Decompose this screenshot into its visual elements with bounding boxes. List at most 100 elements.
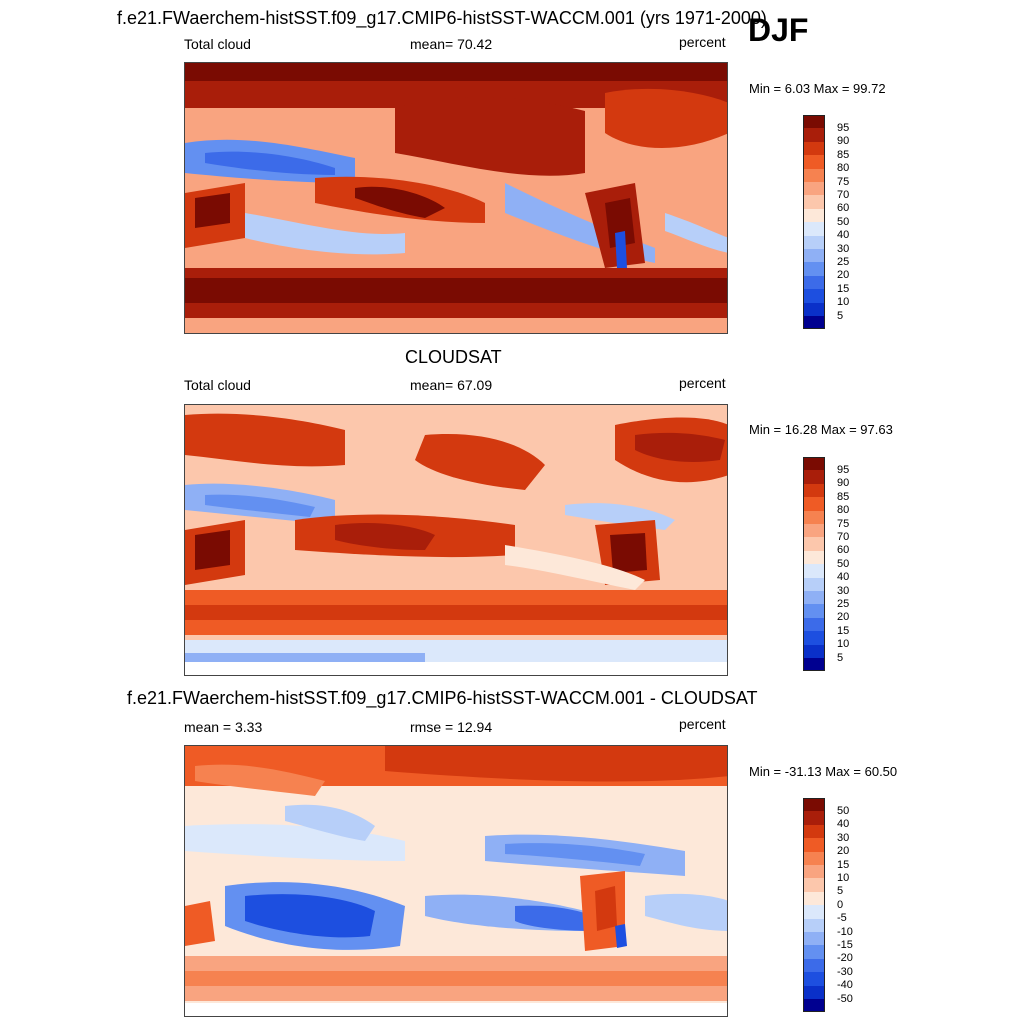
colorbar-frame [803,798,825,1013]
colorbar-tick-label: -15 [837,938,853,951]
colorbar-tick-label: 20 [837,845,850,858]
colorbar-box [803,168,825,182]
colorbar-tick-label: -50 [837,992,853,1005]
colorbar-box [803,811,825,825]
colorbar-box [803,128,825,142]
panel-3-map-field [185,746,727,1016]
colorbar-box [803,851,825,865]
colorbar-tick-label: 80 [837,162,850,175]
colorbar-box [803,195,825,209]
colorbar-tick-label: -5 [837,912,847,925]
colorbar-tick-label: 10 [837,871,850,884]
colorbar-box [803,644,825,658]
colorbar-box [803,141,825,156]
colorbar-box [803,222,825,236]
colorbar-tick-label: 95 [837,121,850,134]
colorbar-tick-label: 15 [837,282,850,295]
colorbar-tick-label: 75 [837,517,850,530]
colorbar-box [803,972,825,986]
panel-1-map-field [185,63,727,333]
colorbar-tick-label: 10 [837,296,850,309]
panel-2-minmax: Min = 16.28 Max = 97.63 [749,422,893,437]
colorbar-box [803,999,825,1013]
colorbar-box [803,932,825,946]
panel-3-mean-label: mean = 3.33 [184,719,263,735]
colorbar-box [803,631,825,645]
colorbar-frame [803,457,825,672]
panel-1-variable-label: Total cloud [184,36,251,52]
colorbar-box [803,905,825,919]
colorbar-box [803,316,825,330]
colorbar-box [803,115,825,129]
panel-1-minmax: Min = 6.03 Max = 99.72 [749,81,886,96]
colorbar-box [803,262,825,276]
colorbar-tick-label: 30 [837,831,850,844]
colorbar-tick-label: 25 [837,597,850,610]
colorbar-box [803,550,825,565]
colorbar-tick-label: 15 [837,858,850,871]
colorbar-box [803,208,825,223]
colorbar-tick-label: 15 [837,624,850,637]
colorbar-box [803,985,825,999]
colorbar-tick-label: 30 [837,242,850,255]
colorbar-box [803,577,825,591]
panel-1-map [184,62,728,334]
panel-2-units-label: percent [679,375,726,391]
colorbar-box [803,275,825,290]
colorbar-tick-label: 40 [837,571,850,584]
panel-1-title: f.e21.FWaerchem-histSST.f09_g17.CMIP6-hi… [117,8,767,28]
colorbar-tick-label: 5 [837,651,844,664]
panel-3-rmse-label: rmse = 12.94 [410,719,493,735]
colorbar-tick-label: 5 [837,885,844,898]
colorbar-tick-label: 70 [837,188,850,201]
panel-2-mean-label: mean= 67.09 [410,377,493,393]
colorbar-tick-label: 75 [837,175,850,188]
panel-3-units-label: percent [679,716,726,732]
colorbar-tick-label: 30 [837,584,850,597]
colorbar-box [803,289,825,303]
colorbar-tick-label: 25 [837,255,850,268]
colorbar-box [803,878,825,892]
colorbar-box [803,591,825,605]
colorbar-box [803,958,825,973]
colorbar-box [803,891,825,906]
colorbar-tick-label: -40 [837,979,853,992]
colorbar-tick-label: 5 [837,309,844,322]
colorbar-tick-label: 50 [837,215,850,228]
colorbar-box [803,457,825,471]
colorbar-box [803,824,825,839]
panel-2-map-field [185,405,727,675]
colorbar-box [803,604,825,618]
colorbar-box [803,249,825,263]
colorbar-tick-label: 0 [837,898,844,911]
colorbar-box [803,798,825,812]
colorbar-tick-label: -10 [837,925,853,938]
colorbar-box [803,155,825,169]
colorbar-tick-label: 50 [837,804,850,817]
colorbar-tick-label: 90 [837,477,850,490]
colorbar-box [803,564,825,578]
colorbar-box [803,524,825,538]
colorbar-tick-label: 40 [837,818,850,831]
panel-2-variable-label: Total cloud [184,377,251,393]
panel-2-map [184,404,728,676]
colorbar-box [803,302,825,316]
panel-3-minmax: Min = -31.13 Max = 60.50 [749,764,898,779]
panel-3-map [184,745,728,1017]
colorbar-box [803,918,825,932]
colorbar-tick-label: 85 [837,490,850,503]
colorbar-tick-label: -30 [837,965,853,978]
colorbar-tick-label: 50 [837,557,850,570]
colorbar-tick-label: 80 [837,504,850,517]
colorbar-box [803,483,825,498]
colorbar-box [803,510,825,524]
colorbar-tick-label: 20 [837,269,850,282]
panel-2-title: CLOUDSAT [405,347,502,367]
colorbar-tick-label: 40 [837,229,850,242]
colorbar-box [803,617,825,632]
colorbar-box [803,945,825,959]
colorbar-box [803,658,825,672]
colorbar-tick-label: 90 [837,135,850,148]
season-label: DJF [748,12,809,48]
panel-1-mean-label: mean= 70.42 [410,36,493,52]
